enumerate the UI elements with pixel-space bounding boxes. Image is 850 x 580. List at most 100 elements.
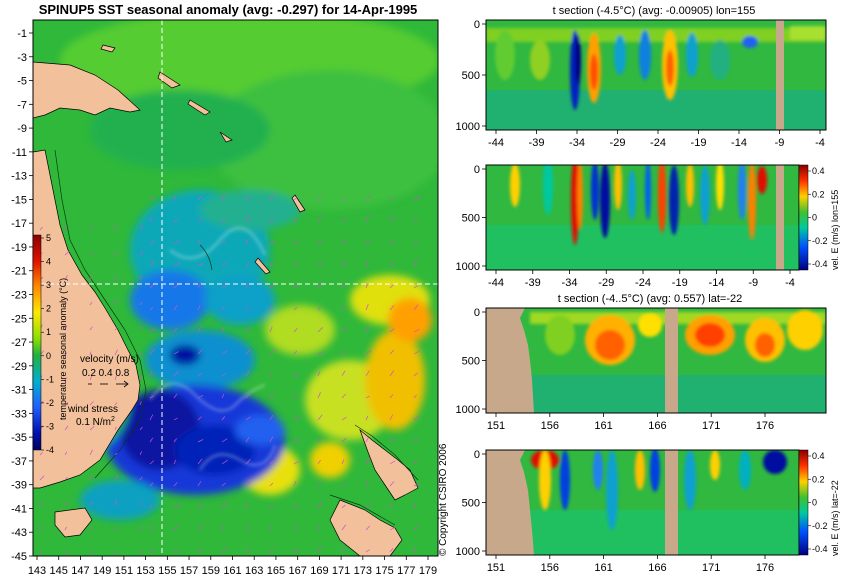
lat-section-ticks: 151 156 161 166 171 176 0 500 1000 xyxy=(456,307,775,432)
section-y-tick-label: 500 xyxy=(462,213,480,225)
temperature-colorbar-tick: 3 xyxy=(46,280,51,290)
section-x-tick-label: -24 xyxy=(635,277,651,289)
velocity-colorbar-tick: 0 xyxy=(812,213,817,223)
temperature-colorbar-tick: 5 xyxy=(46,233,51,243)
velocity-colorbar-lon: 0.4 0.2 0 -0.2 -0.4 vel. E (m/s) lon=155 xyxy=(798,164,840,271)
map-y-tick-label: -1 xyxy=(17,28,27,40)
map-x-tick-label: 163 xyxy=(245,565,263,577)
section-y-tick-label: 1000 xyxy=(456,546,480,558)
map-x-ticks: 143 145 147 149 151 153 155 157 159 161 163 165 167 1… xyxy=(28,556,437,577)
map-x-tick-label: 145 xyxy=(50,565,68,577)
section-x-tick-label: 156 xyxy=(541,420,559,432)
lat-velocity-ticks: 151 156 161 166 171 176 0 500 1000 xyxy=(456,449,775,574)
velocity-colorbar-lon-label: vel. E (m/s) lon=155 xyxy=(830,190,840,270)
wind-stress-vectors xyxy=(39,193,421,556)
map-x-tick-label: 171 xyxy=(332,565,350,577)
map-x-tick-label: 147 xyxy=(71,565,89,577)
section-y-tick-label: 500 xyxy=(462,356,480,368)
lon-section-ticks: -44 -39 -34 -29 -24 -19 -14 -9 -4 0 500 1000 xyxy=(456,19,825,149)
section-x-tick-label: 161 xyxy=(594,562,612,574)
section-y-tick-label: 0 xyxy=(474,164,480,176)
temperature-colorbar-tick: -4 xyxy=(46,445,54,455)
section-x-tick-label: -44 xyxy=(488,137,504,149)
section-x-tick-label: -4 xyxy=(785,277,795,289)
map-x-tick-label: 173 xyxy=(354,565,372,577)
map-y-tick-label: -9 xyxy=(17,123,27,135)
temperature-colorbar-tick: 1 xyxy=(46,327,51,337)
map-y-tick-label: -13 xyxy=(11,171,27,183)
section-y-tick-label: 1000 xyxy=(456,261,480,273)
section-x-tick-label: -29 xyxy=(598,277,614,289)
velocity-colorbar-tick: 0.4 xyxy=(812,166,825,176)
velocity-legend-label: velocity (m/s) xyxy=(80,354,139,365)
temperature-colorbar-tick: 4 xyxy=(46,257,51,267)
stress-legend-label: wind stress xyxy=(67,404,118,415)
map-x-tick-label: 143 xyxy=(28,565,46,577)
map-x-tick-label: 177 xyxy=(397,565,415,577)
map-y-tick-label: -39 xyxy=(11,480,27,492)
section-x-tick-label: 171 xyxy=(702,420,720,432)
section-x-tick-label: -39 xyxy=(525,277,541,289)
section-x-tick-label: -44 xyxy=(488,277,504,289)
section-x-tick-label: -14 xyxy=(731,137,747,149)
map-y-tick-label: -43 xyxy=(11,527,27,539)
section-x-tick-label: -14 xyxy=(709,277,725,289)
vector-legend: velocity (m/s) 0.2 0.4 0.8 wind stress 0… xyxy=(67,354,139,428)
section-x-tick-label: 156 xyxy=(541,562,559,574)
velocity-colorbar-lat-label: vel. E (m/s) lat=-22 xyxy=(830,480,840,556)
section-x-tick-label: -4 xyxy=(815,137,825,149)
section-x-tick-label: 176 xyxy=(756,562,774,574)
map-y-tick-label: -27 xyxy=(11,337,27,349)
section-x-tick-label: -9 xyxy=(775,137,785,149)
map-y-ticks: -1 -3 -5 -7 -9 -11 -13 -15 -17 -19 -21 -23 -25 -27 -29… xyxy=(11,28,33,563)
section-x-tick-label: 161 xyxy=(594,420,612,432)
temperature-colorbar-tick: -3 xyxy=(46,421,54,431)
lon-velocity-ticks: -44 -39 -34 -29 -24 -19 -14 -9 -4 0 500 1000 xyxy=(456,164,795,289)
map-x-tick-label: 161 xyxy=(223,565,241,577)
map-x-tick-label: 151 xyxy=(115,565,133,577)
sst-anomaly-map xyxy=(33,20,438,556)
lat-section-title: t section (-4..5°C) (avg: 0.557) lat=-22 xyxy=(558,293,742,305)
map-y-tick-label: -17 xyxy=(11,218,27,230)
section-y-tick-label: 1000 xyxy=(456,404,480,416)
map-x-tick-label: 175 xyxy=(375,565,393,577)
velocity-colorbar-tick: 0.4 xyxy=(812,451,825,461)
section-x-tick-label: 151 xyxy=(487,420,505,432)
section-x-tick-label: -34 xyxy=(569,137,585,149)
lon-section-title: t section (-4.5°C) (avg: -0.00905) lon=1… xyxy=(553,5,756,17)
map-y-tick-label: -33 xyxy=(11,408,27,420)
section-x-tick-label: 176 xyxy=(756,420,774,432)
lat-temperature-section xyxy=(486,308,826,413)
lon-velocity-section xyxy=(486,165,799,270)
velocity-colorbar-lat: 0.4 0.2 0 -0.2 -0.4 vel. E (m/s) lat=-22 xyxy=(798,449,840,556)
velocity-colorbar-tick: -0.4 xyxy=(812,259,828,269)
velocity-colorbar-tick: 0.2 xyxy=(812,474,825,484)
temperature-colorbar-tick: -2 xyxy=(46,398,54,408)
section-y-tick-label: 500 xyxy=(462,70,480,82)
map-x-tick-label: 149 xyxy=(93,565,111,577)
map-y-tick-label: -19 xyxy=(11,242,27,254)
copyright-notice: © Copyright CSIRO 2006 xyxy=(438,443,449,556)
section-y-tick-label: 0 xyxy=(474,449,480,461)
map-y-tick-label: -5 xyxy=(17,76,27,88)
velocity-legend-values: 0.2 0.4 0.8 xyxy=(82,368,130,379)
map-y-tick-label: -3 xyxy=(17,52,27,64)
section-x-tick-label: 166 xyxy=(648,562,666,574)
section-x-tick-label: -29 xyxy=(610,137,626,149)
velocity-colorbar-tick: 0.2 xyxy=(812,189,825,199)
map-y-tick-label: -25 xyxy=(11,313,27,325)
map-y-tick-label: -31 xyxy=(11,385,27,397)
temperature-colorbar-tick: -1 xyxy=(46,374,54,384)
map-x-tick-label: 159 xyxy=(202,565,220,577)
map-y-tick-label: -23 xyxy=(11,290,27,302)
map-x-tick-label: 155 xyxy=(158,565,176,577)
map-x-tick-label: 165 xyxy=(267,565,285,577)
section-y-tick-label: 0 xyxy=(474,307,480,319)
map-x-tick-label: 167 xyxy=(288,565,306,577)
section-y-tick-label: 500 xyxy=(462,498,480,510)
section-x-tick-label: -19 xyxy=(691,137,707,149)
section-x-tick-label: 166 xyxy=(648,420,666,432)
section-x-tick-label: 171 xyxy=(702,562,720,574)
temperature-colorbar-label: temperature seasonal anomaly (°C) xyxy=(58,278,68,420)
